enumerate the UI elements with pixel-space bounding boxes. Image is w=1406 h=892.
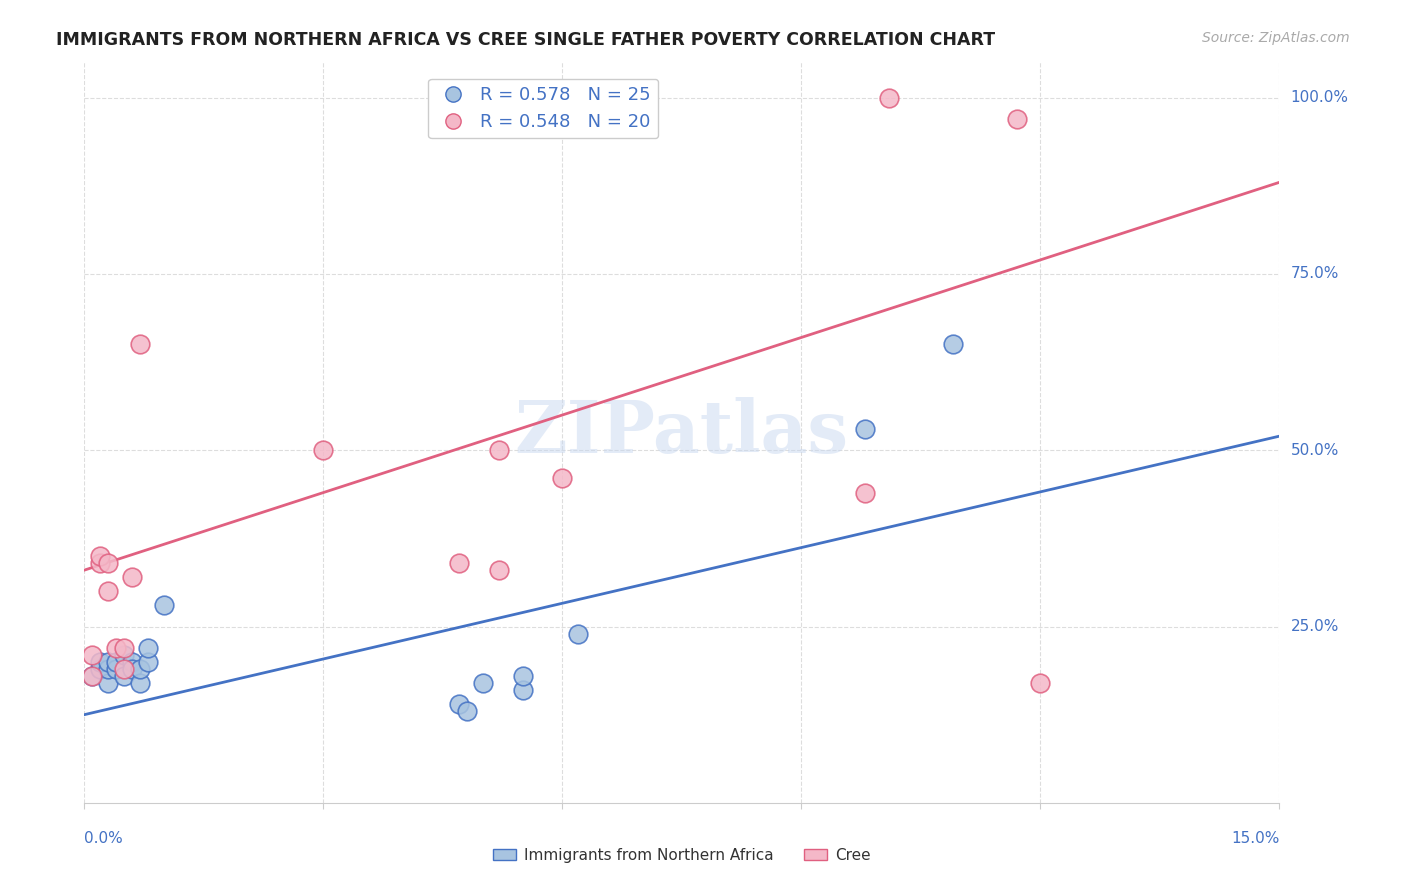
Point <box>112 648 135 662</box>
Point <box>82 669 104 683</box>
Text: 50.0%: 50.0% <box>1291 442 1339 458</box>
Point <box>456 704 478 718</box>
Text: Source: ZipAtlas.com: Source: ZipAtlas.com <box>1202 31 1350 45</box>
Point <box>89 556 111 570</box>
Point <box>89 549 111 563</box>
Point <box>121 570 143 584</box>
Point <box>97 655 120 669</box>
Point <box>97 556 120 570</box>
Point <box>942 337 965 351</box>
Point <box>153 599 176 613</box>
Text: IMMIGRANTS FROM NORTHERN AFRICA VS CREE SINGLE FATHER POVERTY CORRELATION CHART: IMMIGRANTS FROM NORTHERN AFRICA VS CREE … <box>56 31 995 49</box>
Point <box>82 648 104 662</box>
Text: 100.0%: 100.0% <box>1291 90 1348 105</box>
Point <box>82 669 104 683</box>
Point <box>97 584 120 599</box>
Text: 75.0%: 75.0% <box>1291 267 1339 282</box>
Point <box>97 676 120 690</box>
Point <box>1029 676 1052 690</box>
Point <box>512 683 534 698</box>
Point <box>877 91 900 105</box>
Text: 0.0%: 0.0% <box>84 831 124 846</box>
Point <box>853 422 876 436</box>
Point <box>105 655 128 669</box>
Text: ZIPatlas: ZIPatlas <box>515 397 849 468</box>
Point <box>471 676 494 690</box>
Point <box>447 697 470 711</box>
Legend: Immigrants from Northern Africa, Cree: Immigrants from Northern Africa, Cree <box>488 842 876 869</box>
Point <box>447 556 470 570</box>
Point <box>112 669 135 683</box>
Point <box>488 563 510 577</box>
Point <box>121 662 143 676</box>
Point <box>312 443 335 458</box>
Point <box>136 655 159 669</box>
Point <box>112 640 135 655</box>
Point <box>105 662 128 676</box>
Point <box>129 337 152 351</box>
Point <box>512 669 534 683</box>
Point <box>853 485 876 500</box>
Point <box>89 662 111 676</box>
Point <box>136 640 159 655</box>
Point <box>112 662 135 676</box>
Text: 25.0%: 25.0% <box>1291 619 1339 634</box>
Text: 15.0%: 15.0% <box>1232 831 1279 846</box>
Point <box>567 626 589 640</box>
Point <box>105 640 128 655</box>
Point <box>97 662 120 676</box>
Point <box>129 662 152 676</box>
Point <box>488 443 510 458</box>
Point <box>129 676 152 690</box>
Point <box>121 655 143 669</box>
Point <box>551 471 574 485</box>
Point <box>1005 112 1028 126</box>
Point <box>89 655 111 669</box>
